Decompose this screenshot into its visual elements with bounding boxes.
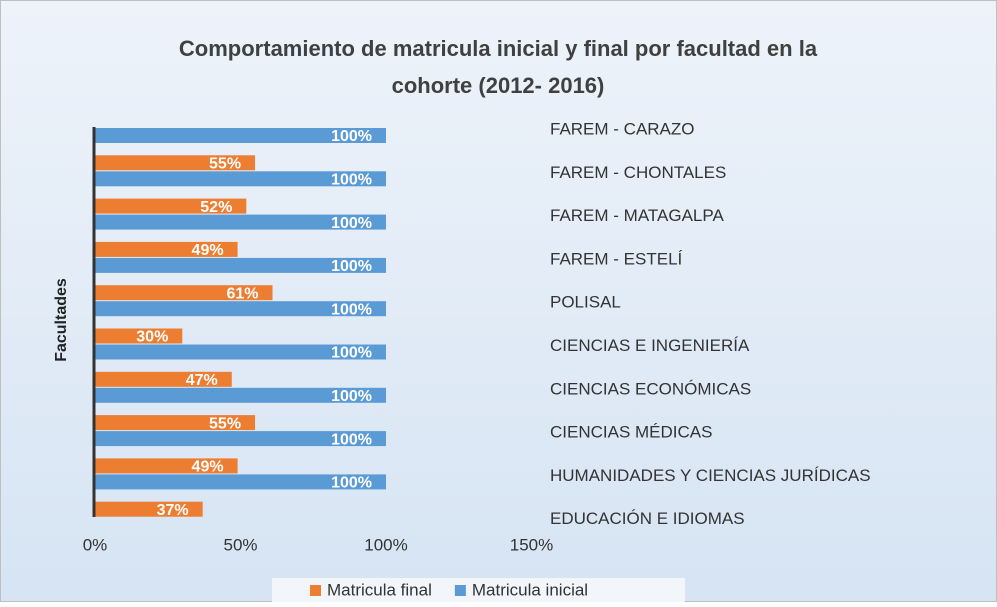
x-tick-label: 0% [83,535,108,554]
value-label: 100% [331,258,372,275]
bar [95,501,203,517]
value-label: 100% [331,215,372,232]
value-label: 37% [157,502,189,519]
legend-label: Matricula inicial [472,580,588,599]
x-tick-label: 150% [510,535,553,554]
value-label: 100% [331,128,372,145]
bar [95,415,256,431]
bar [95,431,386,447]
chart-title: Comportamiento de matricula inicial y fi… [179,36,818,61]
value-label: 100% [331,345,372,362]
bar [95,171,386,187]
value-label: 61% [226,285,258,302]
category-label: CIENCIAS E INGENIERÍA [550,336,750,355]
bar [95,371,232,387]
category-label: CIENCIAS ECONÓMICAS [550,379,751,398]
category-label: EDUCACIÓN E IDIOMAS [550,509,745,528]
value-label: 52% [200,199,232,216]
bar [95,285,273,301]
value-label: 49% [192,242,224,259]
legend-swatch [310,585,321,596]
bar [95,301,386,317]
value-label: 100% [331,388,372,405]
category-label: FAREM - CHONTALES [550,163,726,182]
legend-box [272,578,685,602]
bar [95,344,386,360]
category-label: CIENCIAS MÉDICAS [550,423,712,442]
y-axis-title: Facultades [53,278,70,362]
chart-subtitle: cohorte (2012- 2016) [392,73,605,98]
category-label: FAREM - CARAZO [550,119,695,138]
bar [95,328,183,344]
category-label: FAREM - ESTELÍ [550,249,683,268]
bar [95,128,386,143]
value-label: 49% [192,459,224,476]
value-label: 55% [209,415,241,432]
value-label: 100% [331,172,372,189]
bar [95,257,386,273]
bar [95,387,386,403]
bar [95,198,247,214]
value-label: 100% [331,431,372,448]
bar [95,155,256,171]
bar [95,458,238,474]
value-label: 30% [136,329,168,346]
value-label: 55% [209,156,241,173]
category-label: POLISAL [550,293,621,312]
value-label: 47% [186,372,218,389]
category-label: FAREM - MATAGALPA [550,206,724,225]
bar [95,474,386,490]
bar [95,241,238,257]
x-tick-label: 50% [223,535,257,554]
x-tick-label: 100% [364,535,407,554]
legend-label: Matricula final [327,580,432,599]
category-label: HUMANIDADES Y CIENCIAS JURÍDICAS [550,466,871,485]
legend-swatch [454,585,466,596]
bar [95,214,386,230]
value-label: 100% [331,301,372,318]
value-label: 100% [331,475,372,492]
